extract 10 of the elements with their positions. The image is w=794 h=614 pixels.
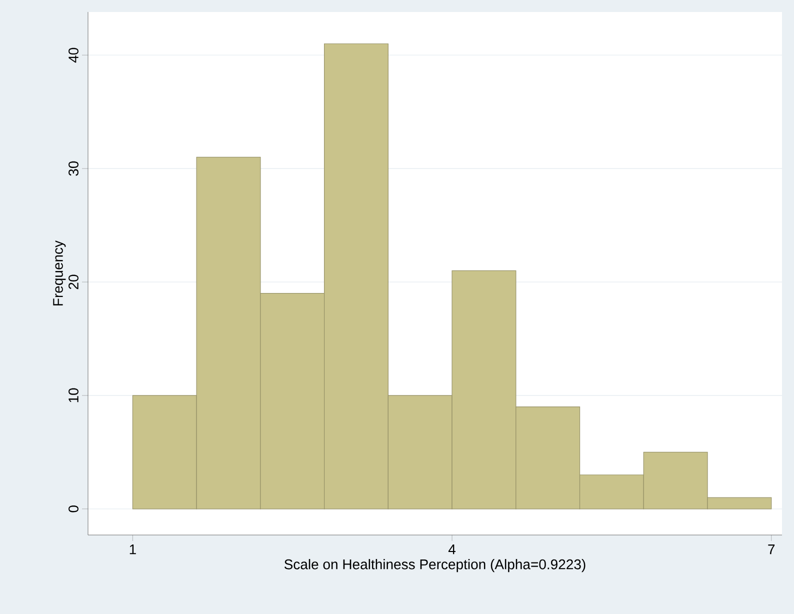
y-tick-label: 40 (68, 48, 78, 63)
y-tick-label: 30 (68, 161, 78, 176)
y-tick-label: 0 (68, 506, 78, 512)
x-tick-label: 7 (768, 544, 775, 554)
y-tick-label: 20 (68, 274, 78, 290)
x-axis-title: Scale on Healthiness Perception (Alpha=0.9223) (284, 559, 586, 572)
y-axis-title: Frequency (53, 240, 66, 306)
x-tick-label: 1 (130, 544, 136, 554)
x-tick-label: 4 (448, 544, 456, 554)
y-tick-label: 10 (68, 388, 78, 402)
